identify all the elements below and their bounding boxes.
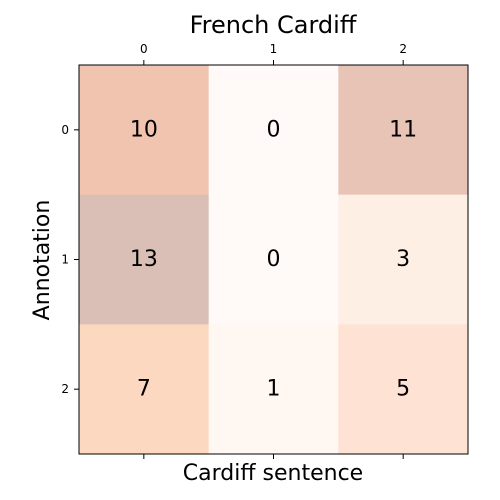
heatmap-cell <box>208 324 339 455</box>
y-tick-label: 0 <box>61 123 69 137</box>
y-tick-label: 2 <box>61 382 69 396</box>
heatmap-cell <box>79 65 210 196</box>
cell-value-label: 11 <box>389 117 417 142</box>
cell-value-label: 5 <box>396 377 410 402</box>
heatmap-cell <box>338 194 469 325</box>
heatmap-cell <box>338 324 469 455</box>
x-axis-ticks: 0 1 2 <box>140 42 407 459</box>
cell-value-label: 1 <box>267 377 281 402</box>
y-tick-label: 1 <box>61 253 69 267</box>
heatmap-cells <box>79 65 469 455</box>
cell-value-label: 10 <box>130 117 158 142</box>
heatmap-cell <box>208 194 339 325</box>
heatmap-cell <box>79 194 210 325</box>
chart-title: French Cardiff <box>190 11 357 39</box>
heatmap-cell <box>79 324 210 455</box>
y-axis-ticks: 0 1 2 <box>61 123 79 396</box>
y-axis-label: Annotation <box>30 200 55 321</box>
cell-value-label: 7 <box>137 377 151 402</box>
x-tick-label: 1 <box>270 42 278 56</box>
x-axis-label: Cardiff sentence <box>183 461 363 486</box>
heatmap-cell <box>338 65 469 196</box>
x-tick-label: 0 <box>140 42 148 56</box>
cell-value-label: 3 <box>396 247 410 272</box>
x-tick-label: 2 <box>399 42 407 56</box>
cell-value-label: 0 <box>267 117 281 142</box>
heatmap-cell-labels: 10 0 11 13 0 3 7 1 5 <box>130 117 417 401</box>
cell-value-label: 13 <box>130 247 158 272</box>
cell-value-label: 0 <box>267 247 281 272</box>
heatmap-cell <box>208 65 339 196</box>
